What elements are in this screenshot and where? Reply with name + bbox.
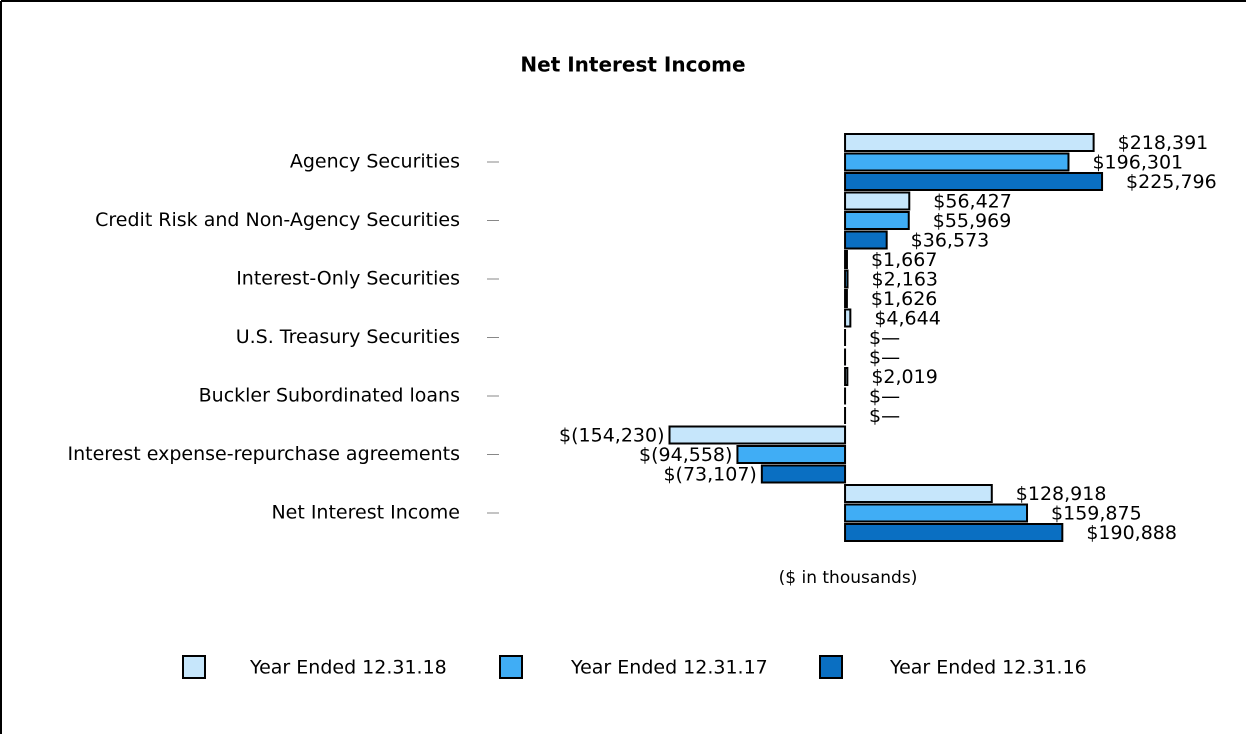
value-label: $218,391 bbox=[1118, 132, 1209, 154]
legend-label: Year Ended 12.31.17 bbox=[570, 657, 768, 679]
value-label: $— bbox=[869, 327, 900, 349]
bar bbox=[736, 445, 847, 464]
bar bbox=[844, 308, 852, 328]
value-label: $56,427 bbox=[933, 191, 1012, 213]
category-label: Interest expense-repurchase agreements bbox=[68, 443, 461, 465]
bar bbox=[844, 230, 888, 250]
legend-swatch bbox=[499, 655, 523, 679]
value-label: $128,918 bbox=[1016, 483, 1107, 505]
value-label: $— bbox=[869, 386, 900, 408]
bar bbox=[844, 269, 849, 289]
chart-title: Net Interest Income bbox=[520, 53, 745, 77]
value-label: $(94,558) bbox=[639, 444, 732, 466]
value-label: $190,888 bbox=[1086, 522, 1177, 544]
bar bbox=[844, 152, 1070, 172]
category-label: Net Interest Income bbox=[271, 502, 460, 524]
bar bbox=[668, 425, 847, 445]
value-label: $1,667 bbox=[871, 249, 937, 271]
category-label: Buckler Subordinated loans bbox=[199, 385, 460, 407]
bar bbox=[760, 464, 847, 484]
value-label: $159,875 bbox=[1051, 503, 1142, 525]
legend-label: Year Ended 12.31.18 bbox=[249, 657, 447, 679]
category-label: Agency Securities bbox=[290, 151, 460, 173]
value-label: $— bbox=[869, 347, 900, 369]
legend-swatch bbox=[182, 655, 206, 679]
value-label: $4,644 bbox=[874, 308, 940, 330]
category-label: Interest-Only Securities bbox=[236, 268, 460, 290]
value-label: $55,969 bbox=[933, 210, 1012, 232]
category-label: Credit Risk and Non-Agency Securities bbox=[95, 209, 460, 231]
category-label: U.S. Treasury Securities bbox=[236, 326, 460, 348]
value-label: $2,163 bbox=[872, 269, 938, 291]
value-label: $1,626 bbox=[871, 288, 937, 310]
bar bbox=[844, 367, 849, 386]
value-label: $(154,230) bbox=[559, 425, 664, 447]
value-label: $196,301 bbox=[1092, 152, 1183, 174]
value-label: $225,796 bbox=[1126, 171, 1217, 193]
value-label: $2,019 bbox=[871, 366, 937, 388]
bar bbox=[844, 133, 1095, 152]
bar bbox=[844, 289, 848, 308]
bar bbox=[844, 484, 993, 503]
bar bbox=[844, 523, 1064, 542]
bar bbox=[844, 250, 848, 269]
bar bbox=[844, 172, 1104, 191]
legend-label: Year Ended 12.31.16 bbox=[889, 657, 1087, 679]
bar bbox=[844, 503, 1029, 523]
legend-swatch bbox=[819, 655, 843, 679]
bar bbox=[844, 191, 911, 211]
value-label: $36,573 bbox=[911, 230, 990, 252]
value-label: $(73,107) bbox=[663, 464, 756, 486]
value-label: $— bbox=[869, 405, 900, 427]
bar bbox=[844, 211, 910, 230]
chart-subtitle: ($ in thousands) bbox=[779, 568, 918, 588]
